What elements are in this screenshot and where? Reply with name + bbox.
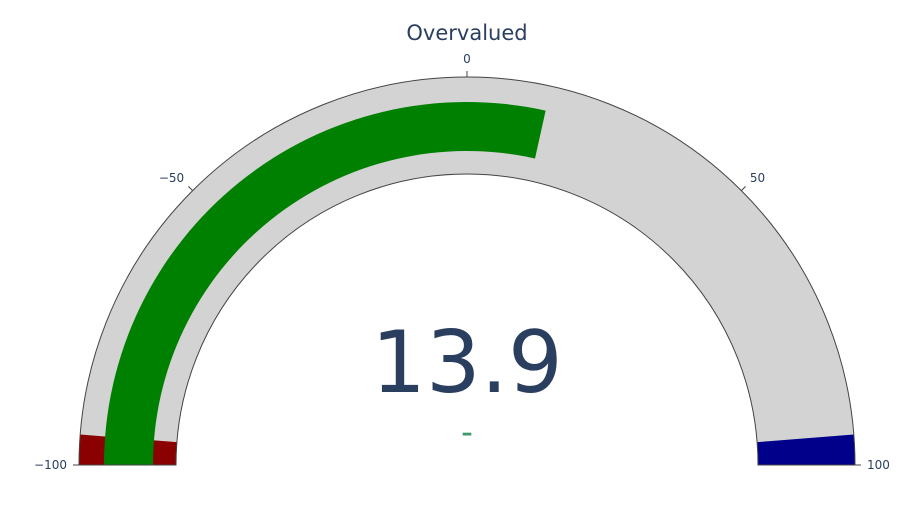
tick-mark: [188, 186, 193, 191]
tick-label: −100: [34, 458, 67, 472]
tick-label: 100: [867, 458, 890, 472]
tick-label: 50: [750, 171, 765, 185]
gauge-title: Overvalued: [406, 21, 527, 45]
tick-layer: −100 −50 0 50 100: [34, 52, 890, 472]
gauge-step-1: [757, 434, 855, 465]
delta-indicator: –: [462, 421, 473, 446]
gauge-border: [78, 76, 856, 466]
tick-mark: [741, 186, 746, 191]
tick-label: 0: [463, 52, 471, 66]
gauge-value: 13.9: [371, 313, 562, 413]
gauge-layer: [78, 76, 856, 466]
gauge-value-bar: [104, 101, 546, 466]
tick-label: −50: [159, 171, 184, 185]
